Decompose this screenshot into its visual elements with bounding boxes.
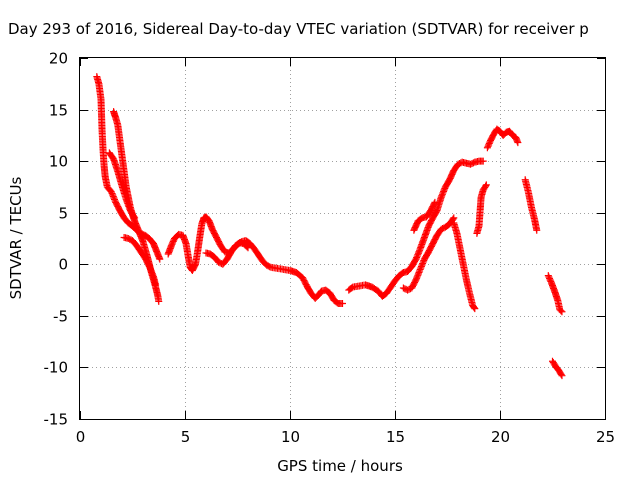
y-tick-label: -10 <box>44 359 69 377</box>
data-point <box>558 308 566 316</box>
data-series <box>450 219 479 313</box>
data-series <box>544 272 566 316</box>
y-tick-label: 5 <box>58 205 68 223</box>
data-points <box>93 73 566 380</box>
data-series <box>345 157 487 300</box>
y-tick-label: 15 <box>49 102 68 120</box>
chart-title: Day 293 of 2016, Sidereal Day-to-day VTE… <box>8 20 589 38</box>
data-series <box>521 176 541 234</box>
data-point <box>470 304 478 312</box>
data-point <box>109 191 117 199</box>
data-point <box>431 198 439 206</box>
data-point <box>557 307 565 315</box>
plot-frame <box>79 57 606 420</box>
y-tick-label: -5 <box>53 308 68 326</box>
data-series <box>483 125 522 152</box>
x-axis-label: GPS time / hours <box>277 457 403 475</box>
data-point <box>155 297 163 305</box>
x-tick-label: 15 <box>386 428 405 446</box>
y-tick-label: 0 <box>58 256 68 274</box>
x-tick-label: 20 <box>491 428 510 446</box>
y-axis-label: SDTVAR / TECUs <box>7 176 25 299</box>
x-tick-label: 0 <box>76 428 86 446</box>
data-series <box>410 198 439 234</box>
y-tick-label: -15 <box>44 411 69 429</box>
data-point <box>557 370 565 378</box>
data-point <box>266 263 274 271</box>
data-point <box>156 255 164 263</box>
y-tick-label: 20 <box>49 50 68 68</box>
data-point <box>533 226 541 234</box>
data-series <box>120 233 160 289</box>
data-point <box>479 157 487 165</box>
data-point <box>558 372 566 380</box>
x-tick-label: 25 <box>596 428 615 446</box>
x-tick-label: 5 <box>181 428 191 446</box>
data-point <box>131 214 139 222</box>
data-point <box>482 182 490 190</box>
data-point <box>244 244 252 252</box>
data-series <box>93 73 164 263</box>
data-series <box>473 181 490 237</box>
axis-ticks <box>80 58 606 420</box>
x-tick-label: 10 <box>281 428 300 446</box>
y-tick-label: 10 <box>49 153 68 171</box>
data-point <box>243 243 251 251</box>
tick-labels: -15 -10 -5 0 5 10 15 20 0 5 10 15 20 25 <box>44 50 616 447</box>
data-point <box>430 200 438 208</box>
data-point <box>339 299 346 307</box>
data-point <box>449 215 457 223</box>
data-series <box>549 357 566 380</box>
data-point <box>152 281 160 289</box>
data-point <box>514 139 522 147</box>
data-point <box>471 305 479 313</box>
data-series <box>105 149 139 222</box>
data-point <box>482 181 490 189</box>
data-point <box>130 213 138 221</box>
data-series <box>202 239 252 268</box>
